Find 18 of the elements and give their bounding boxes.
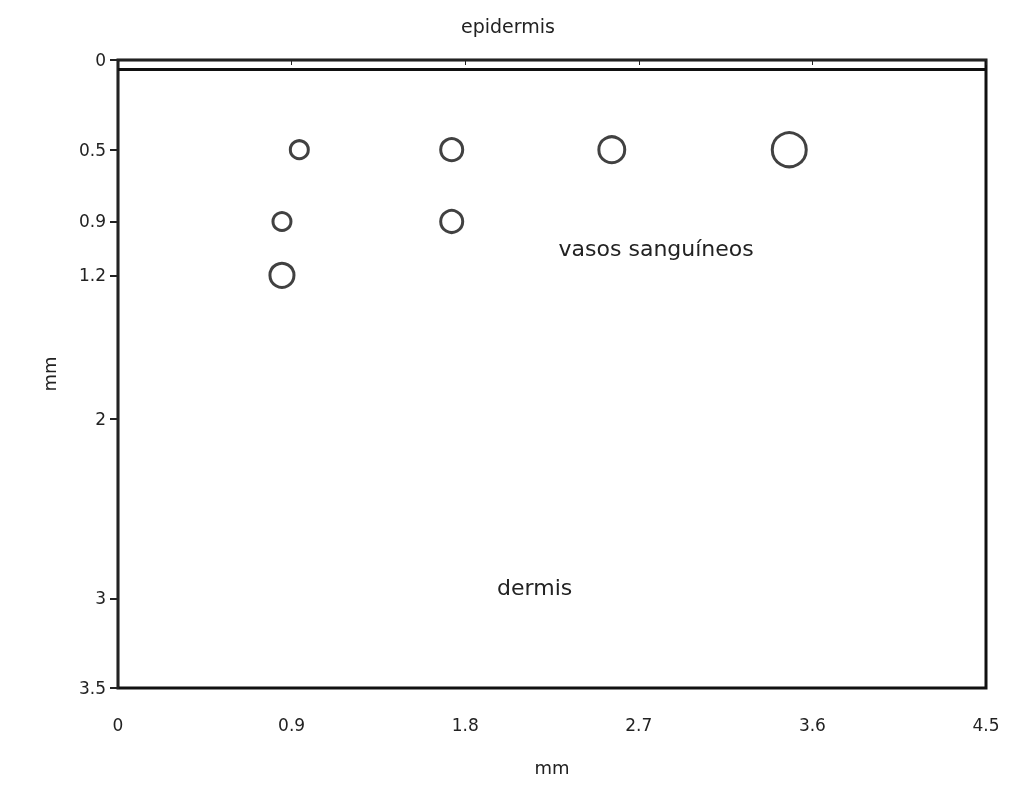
annotation: dermis [497, 575, 573, 601]
y-tick-label: 0.9 [78, 211, 106, 232]
x-tick-label: 2.7 [625, 714, 653, 735]
x-tick-label: 1.8 [451, 714, 479, 735]
x-tick-label: 0 [112, 714, 124, 735]
annotation: vasos sanguíneos [558, 235, 754, 261]
text: epidermis [461, 14, 555, 37]
x-tick-label: 0.9 [278, 714, 306, 735]
y-tick-label: 2 [95, 408, 106, 429]
x-tick-label: 4.5 [972, 714, 1000, 735]
x-axis-title: mm [534, 756, 570, 778]
y-tick-label: 0.5 [78, 139, 106, 160]
y-tick-label: 1.2 [78, 265, 106, 286]
y-tick-label: 0 [95, 50, 106, 70]
y-tick-label: 3 [95, 588, 106, 609]
y-tick-label: 3.5 [78, 678, 106, 698]
x-tick-label: 3.6 [798, 714, 826, 735]
y-axis-title: mm [38, 356, 60, 392]
